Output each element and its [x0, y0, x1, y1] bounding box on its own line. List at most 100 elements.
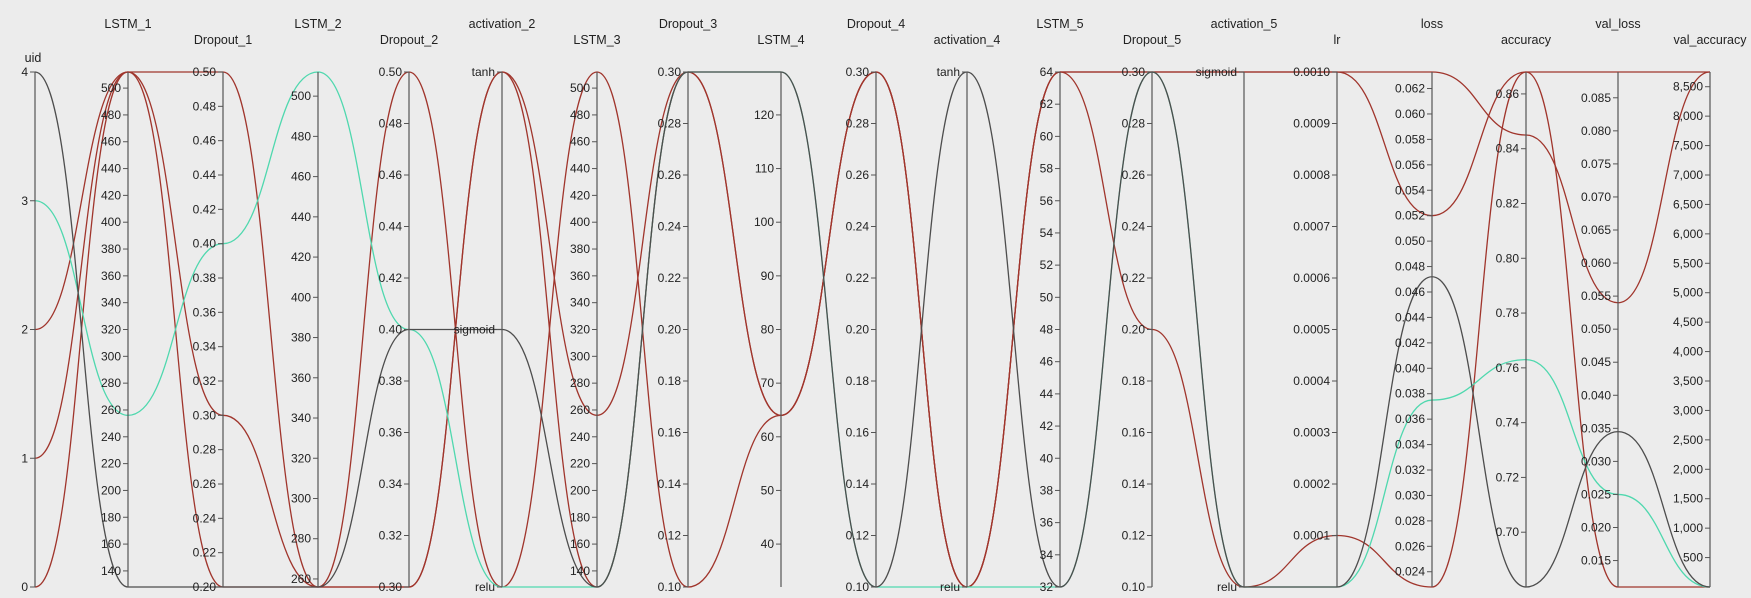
tick-label: 0.030: [1395, 488, 1425, 502]
tick-label: 400: [570, 215, 590, 229]
tick-label: 360: [570, 269, 590, 283]
axis-Dropout_2: 0.30 0.32 0.34 0.36 0.38 0.40 0.42 0.44 0.46 0.48…: [379, 33, 439, 594]
tick-label: 0.042: [1395, 336, 1425, 350]
tick-label: sigmoid: [1196, 65, 1237, 79]
tick-label: 0.14: [1122, 477, 1146, 491]
axis-label-activation_5: activation_5: [1211, 17, 1278, 31]
axis-label-loss: loss: [1421, 17, 1443, 31]
tick-label: 1: [21, 451, 28, 465]
tick-label: 0.50: [379, 65, 403, 79]
tick-label: 0.34: [379, 477, 403, 491]
tick-label: 280: [101, 376, 121, 390]
tick-label: 0.045: [1581, 355, 1611, 369]
tick-label: 0.085: [1581, 91, 1611, 105]
tick-label: 0.74: [1496, 416, 1520, 430]
tick-label: relu: [940, 580, 960, 594]
tick-label: 0.0002: [1293, 477, 1330, 491]
tick-label: 240: [570, 430, 590, 444]
tick-label: 480: [101, 108, 121, 122]
tick-label: 0.058: [1395, 132, 1425, 146]
tick-label: 0.36: [193, 305, 217, 319]
tick-label: 56: [1040, 194, 1054, 208]
tick-label: 5,500: [1673, 256, 1703, 270]
tick-label: 0.055: [1581, 289, 1611, 303]
tick-label: 1,500: [1673, 492, 1703, 506]
tick-label: 340: [570, 296, 590, 310]
tick-label: 400: [291, 290, 311, 304]
tick-label: 0.16: [658, 426, 682, 440]
tick-label: 320: [291, 451, 311, 465]
tick-label: 0.024: [1395, 565, 1425, 579]
tick-label: 0.046: [1395, 285, 1425, 299]
axis-val_accuracy: 500 1,000 1,500 2,000 2,500 3,000 3,500 4,000 4,…: [1673, 33, 1747, 587]
tick-label: 0.060: [1581, 256, 1611, 270]
tick-label: 0.28: [1122, 117, 1146, 131]
tick-label: 0.030: [1581, 454, 1611, 468]
tick-label: 0.44: [379, 220, 403, 234]
tick-label: 340: [291, 411, 311, 425]
tick-label: 7,000: [1673, 168, 1703, 182]
axis-label-LSTM_2: LSTM_2: [294, 17, 341, 31]
tick-label: 5,000: [1673, 286, 1703, 300]
tick-label: 0.080: [1581, 124, 1611, 138]
tick-label: 500: [1683, 551, 1703, 565]
tick-label: 160: [101, 537, 121, 551]
tick-label: 2: [21, 323, 28, 337]
tick-label: 0.060: [1395, 107, 1425, 121]
tick-label: 4: [21, 65, 28, 79]
tick-label: 140: [101, 564, 121, 578]
tick-label: 280: [570, 376, 590, 390]
tick-label: 0.040: [1395, 361, 1425, 375]
axis-label-val_accuracy: val_accuracy: [1674, 33, 1748, 47]
tick-label: 0.10: [846, 580, 870, 594]
tick-label: 0.12: [1122, 529, 1146, 543]
tick-label: 0.84: [1496, 142, 1520, 156]
tick-label: 0.44: [193, 168, 217, 182]
tick-label: 0.32: [193, 374, 217, 388]
tick-label: 70: [761, 376, 775, 390]
axis-label-LSTM_3: LSTM_3: [573, 33, 620, 47]
tick-label: 160: [570, 537, 590, 551]
tick-label: 460: [101, 135, 121, 149]
tick-label: 400: [101, 215, 121, 229]
axis-label-LSTM_5: LSTM_5: [1036, 17, 1083, 31]
tick-label: 0.30: [658, 65, 682, 79]
tick-label: 240: [101, 430, 121, 444]
tick-label: 44: [1040, 387, 1054, 401]
tick-label: 0.32: [379, 529, 403, 543]
tick-label: 460: [291, 170, 311, 184]
tick-label: 1,000: [1673, 521, 1703, 535]
axes: 01234uid14016018020022024026028030032034…: [21, 17, 1747, 594]
tick-label: relu: [475, 580, 495, 594]
tick-label: 0.22: [1122, 271, 1146, 285]
tick-label: 0.70: [1496, 525, 1520, 539]
tick-label: 0.24: [193, 511, 217, 525]
tick-label: 0.050: [1395, 234, 1425, 248]
tick-label: 4,000: [1673, 345, 1703, 359]
tick-label: 60: [1040, 129, 1054, 143]
tick-label: 260: [570, 403, 590, 417]
tick-label: 0.28: [846, 117, 870, 131]
tick-label: 42: [1040, 419, 1054, 433]
tick-label: 0.46: [379, 168, 403, 182]
tick-label: 360: [101, 269, 121, 283]
tick-label: 200: [101, 483, 121, 497]
tick-label: 0.0009: [1293, 117, 1330, 131]
tick-label: 50: [761, 483, 775, 497]
tick-label: 0.20: [658, 323, 682, 337]
axis-lr: 0.0001 0.0002 0.0003 0.0004 0.0005 0.0006 0.00…: [1293, 33, 1340, 587]
axis-activation_2: relu sigmoid tanh activation_2: [454, 17, 536, 594]
tick-label: 8,500: [1673, 80, 1703, 94]
axis-label-lr: lr: [1334, 33, 1341, 47]
tick-label: 0.12: [658, 529, 682, 543]
tick-label: 340: [101, 296, 121, 310]
tick-label: 32: [1040, 580, 1054, 594]
axis-label-Dropout_1: Dropout_1: [194, 33, 252, 47]
tick-label: 0.86: [1496, 87, 1520, 101]
tick-label: 54: [1040, 226, 1054, 240]
tick-label: 4,500: [1673, 315, 1703, 329]
tick-label: 0.18: [846, 374, 870, 388]
tick-label: 440: [101, 162, 121, 176]
